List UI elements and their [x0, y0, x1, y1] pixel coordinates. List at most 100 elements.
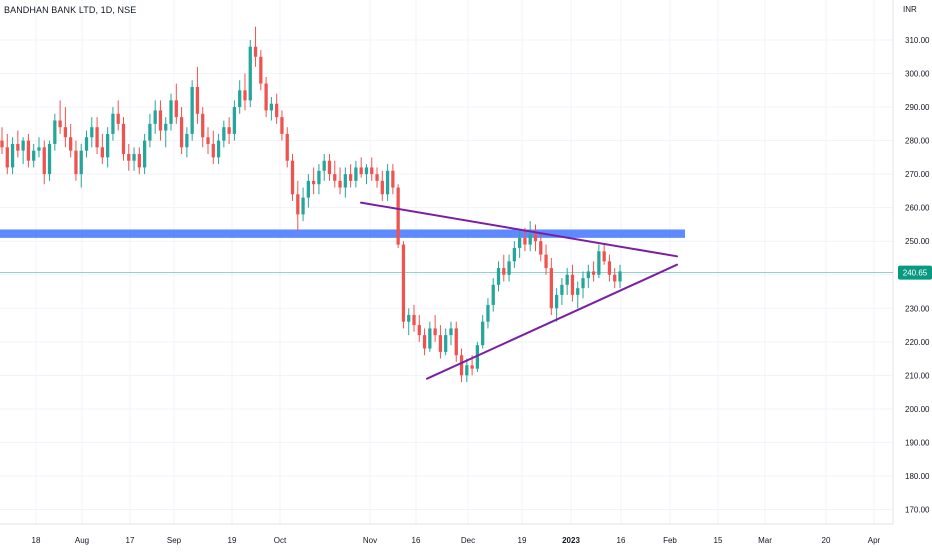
candle[interactable] [0, 140, 4, 148]
candle[interactable] [581, 278, 585, 289]
candle[interactable] [296, 194, 300, 215]
candle[interactable] [449, 328, 453, 336]
candle[interactable] [465, 365, 469, 376]
candle[interactable] [90, 127, 94, 138]
candle[interactable] [459, 355, 464, 376]
candle[interactable] [290, 160, 295, 195]
candle[interactable] [364, 167, 369, 175]
candle[interactable] [359, 167, 363, 175]
candle[interactable] [607, 261, 612, 275]
candle[interactable] [576, 288, 580, 295]
candle[interactable] [32, 150, 36, 161]
candle[interactable] [417, 325, 421, 336]
candle[interactable] [238, 90, 242, 108]
candle[interactable] [111, 113, 115, 134]
candle[interactable] [512, 247, 516, 262]
candle[interactable] [385, 170, 390, 195]
candle[interactable] [190, 86, 194, 134]
candle[interactable] [401, 244, 406, 322]
candle[interactable] [248, 46, 252, 101]
candle[interactable] [391, 170, 395, 188]
candle[interactable] [79, 150, 83, 175]
candle[interactable] [354, 167, 358, 181]
candle[interactable] [433, 328, 437, 336]
candle[interactable] [491, 284, 495, 305]
candle[interactable] [528, 234, 532, 245]
candle[interactable] [179, 117, 184, 148]
candle[interactable] [549, 268, 553, 309]
candle[interactable] [496, 268, 501, 285]
candle[interactable] [10, 143, 15, 168]
candle[interactable] [348, 174, 353, 181]
candle[interactable] [37, 147, 41, 151]
candle[interactable] [570, 274, 575, 295]
candle[interactable] [121, 123, 126, 155]
candle[interactable] [438, 335, 443, 352]
candle[interactable] [26, 140, 31, 161]
candle[interactable] [232, 107, 237, 134]
candle[interactable] [544, 254, 548, 269]
candle[interactable] [142, 140, 147, 168]
candle[interactable] [407, 314, 411, 322]
candle[interactable] [565, 274, 569, 285]
candle[interactable] [21, 140, 25, 151]
candle[interactable] [591, 271, 596, 275]
candle[interactable] [264, 83, 268, 111]
candle[interactable] [116, 113, 120, 124]
candle[interactable] [322, 160, 326, 171]
candle[interactable] [554, 294, 559, 309]
candle[interactable] [280, 117, 284, 134]
trendline-lower[interactable] [426, 263, 678, 380]
candle[interactable] [523, 237, 527, 245]
candle[interactable] [195, 86, 200, 114]
candle[interactable] [63, 127, 68, 138]
candle[interactable] [306, 180, 310, 198]
trendline-upper[interactable] [360, 201, 678, 258]
candle[interactable] [253, 46, 258, 57]
candle[interactable] [69, 137, 73, 151]
candle[interactable] [211, 143, 215, 158]
candle[interactable] [227, 127, 231, 134]
candle[interactable] [428, 328, 432, 349]
candle[interactable] [370, 167, 374, 175]
candle[interactable] [84, 137, 89, 151]
candle[interactable] [454, 328, 458, 356]
candle[interactable] [333, 174, 337, 181]
candle[interactable] [317, 170, 321, 185]
candle[interactable] [502, 268, 506, 275]
support-resistance-zone[interactable] [0, 229, 685, 238]
candle[interactable] [602, 251, 606, 262]
candle[interactable] [275, 103, 279, 118]
candle[interactable] [533, 234, 538, 242]
candle[interactable] [164, 123, 168, 131]
candle[interactable] [53, 120, 57, 144]
candle[interactable] [269, 103, 274, 111]
candle[interactable] [470, 365, 474, 369]
candle[interactable] [539, 241, 543, 255]
candle[interactable] [153, 110, 157, 124]
candle[interactable] [327, 160, 332, 175]
candle[interactable] [148, 123, 152, 141]
candle[interactable] [338, 180, 342, 188]
candle[interactable] [618, 271, 622, 282]
candle[interactable] [216, 140, 221, 158]
candle[interactable] [486, 304, 490, 322]
candle[interactable] [343, 174, 347, 188]
candle[interactable] [380, 180, 384, 195]
candle[interactable] [74, 150, 78, 175]
candle[interactable] [396, 187, 400, 245]
candle[interactable] [259, 56, 263, 84]
candle[interactable] [285, 133, 289, 161]
candle[interactable] [301, 197, 305, 215]
candle[interactable] [95, 127, 99, 148]
candle[interactable] [412, 314, 416, 326]
candle[interactable] [243, 90, 247, 101]
candle[interactable] [375, 174, 379, 181]
candle[interactable] [100, 147, 104, 158]
candle[interactable] [169, 100, 173, 124]
candle[interactable] [597, 251, 601, 275]
candle[interactable] [185, 133, 189, 148]
candle[interactable] [47, 143, 52, 175]
